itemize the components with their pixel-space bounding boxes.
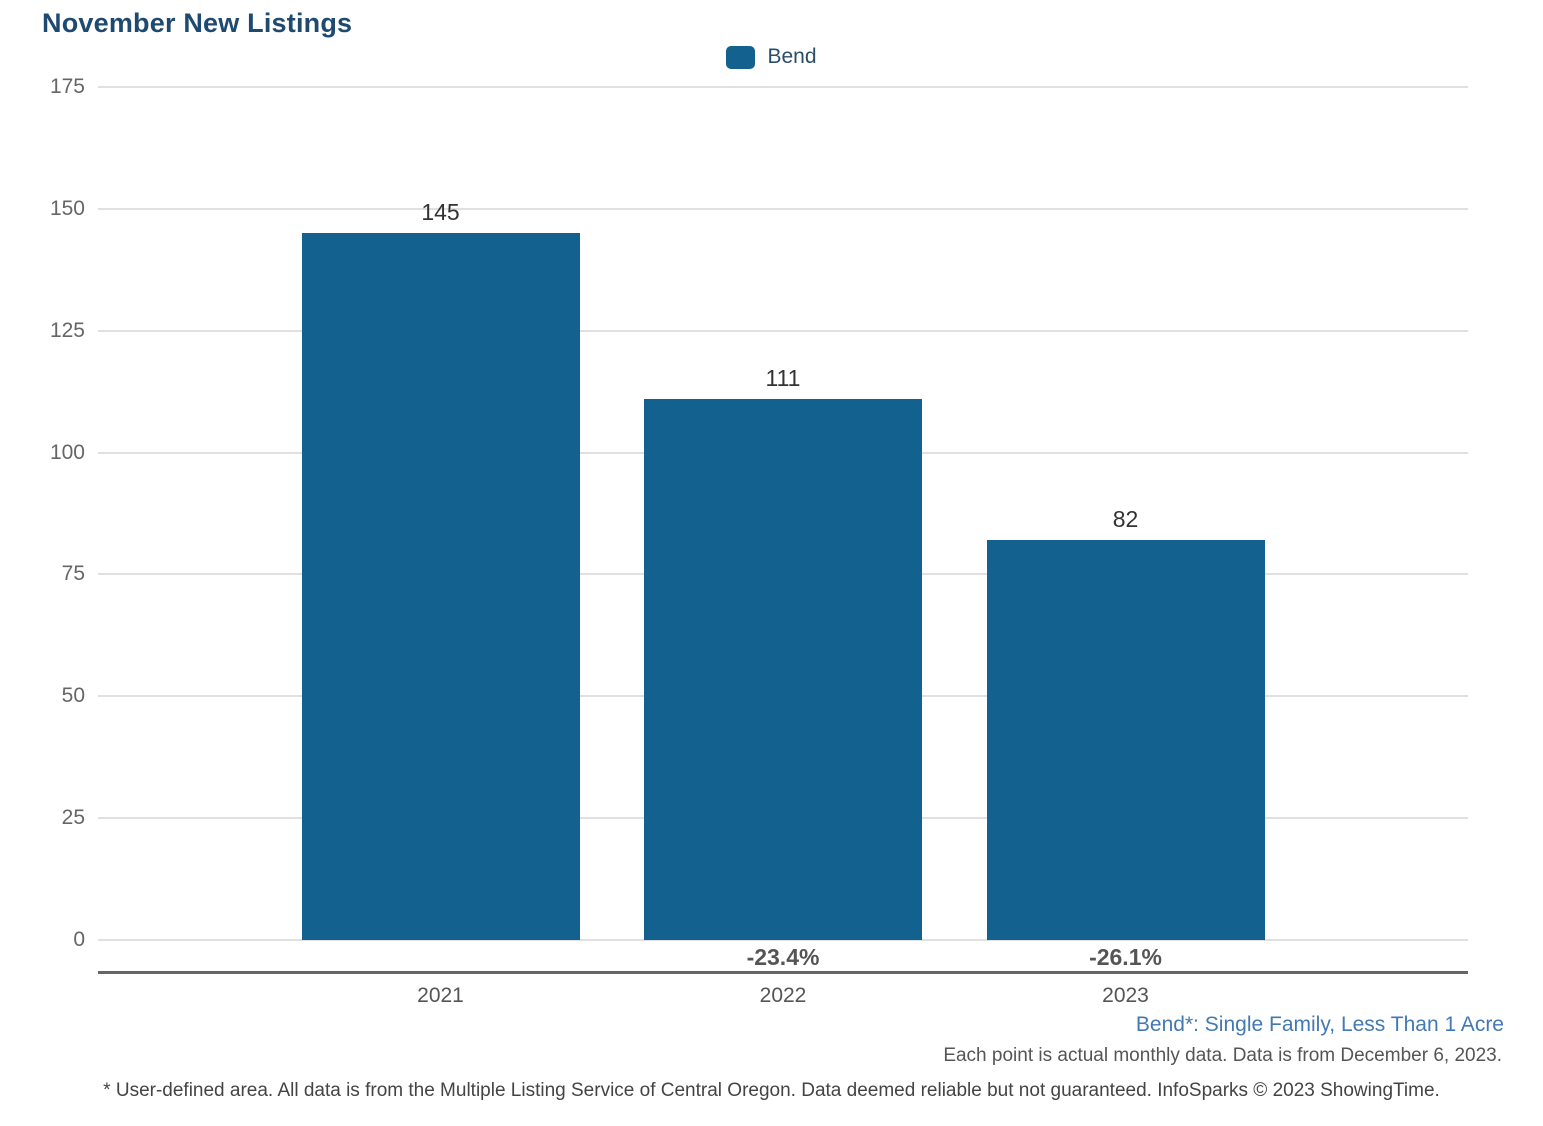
x-tick-label-2023: 2023 [1102, 984, 1149, 1007]
gridline-y-125 [98, 329, 1468, 332]
series-definition-note: Bend*: Single Family, Less Than 1 Acre [1135, 1013, 1504, 1036]
y-tick-label-175: 175 [49, 75, 85, 98]
legend-label: Bend [767, 45, 817, 68]
gridline-y-150 [98, 207, 1468, 210]
plot-area: 0 25 50 75 100 125 150 175 145 2021 111 -23.4% 2022 8… [50, 76, 1468, 1007]
y-tick-label-150: 150 [49, 196, 85, 220]
bar-bend-2023[interactable] [986, 540, 1265, 940]
y-tick-label-100: 100 [49, 440, 85, 464]
y-tick-label-125: 125 [49, 318, 85, 342]
bar-bend-2021[interactable] [301, 233, 580, 940]
y-tick-label-25: 25 [61, 806, 85, 830]
data-source-note: Each point is actual monthly data. Data … [943, 1045, 1502, 1066]
gridline-y-0 [98, 939, 1468, 941]
bar-value-label-2021: 145 [421, 199, 460, 226]
y-tick-label-0: 0 [73, 928, 85, 951]
x-tick-label-2021: 2021 [417, 984, 464, 1007]
y-tick-label-50: 50 [61, 684, 85, 708]
bar-change-label-2023: -26.1% [1089, 944, 1162, 970]
bar-value-label-2022: 111 [765, 364, 801, 391]
legend: Bend [0, 45, 1543, 69]
bar-column-2022: 111 -23.4% 2022 [644, 87, 922, 1007]
legend-swatch-icon [726, 45, 756, 69]
bar-bend-2022[interactable] [644, 398, 922, 940]
bar-value-label-2023: 82 [1112, 506, 1139, 533]
gridline-y-175 [98, 86, 1468, 88]
disclaimer-note: * User-defined area. All data is from th… [103, 1080, 1440, 1101]
bar-column-2023: 82 -26.1% 2023 [986, 87, 1265, 1007]
x-axis-line [98, 971, 1468, 974]
x-tick-label-2022: 2022 [759, 984, 807, 1007]
bar-column-2021: 145 2021 [301, 87, 580, 1007]
y-tick-label-75: 75 [61, 562, 85, 586]
chart-title: November New Listings [42, 8, 353, 38]
bar-change-label-2022: -23.4% [746, 944, 820, 970]
legend-item-bend[interactable]: Bend [726, 45, 817, 69]
